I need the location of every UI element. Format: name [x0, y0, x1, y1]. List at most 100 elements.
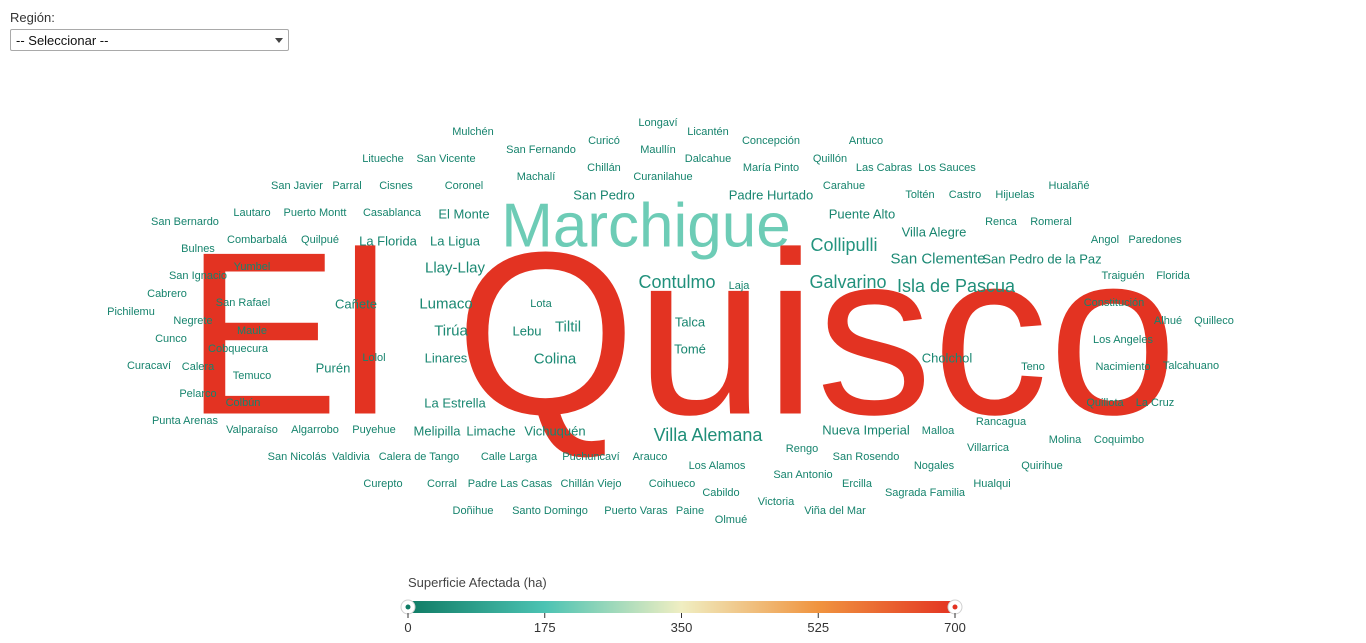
word-mulchén[interactable]: Mulchén	[452, 126, 494, 138]
word-lumaco[interactable]: Lumaco	[419, 296, 472, 313]
word-cunco[interactable]: Cunco	[155, 333, 187, 345]
word-paine[interactable]: Paine	[676, 505, 704, 517]
word-el-monte[interactable]: El Monte	[438, 207, 489, 222]
word-nacimiento[interactable]: Nacimiento	[1095, 361, 1150, 373]
word-quirihue[interactable]: Quirihue	[1021, 460, 1063, 472]
word-cisnes[interactable]: Cisnes	[379, 180, 413, 192]
word-san-bernardo[interactable]: San Bernardo	[151, 216, 219, 228]
word-molina[interactable]: Molina	[1049, 434, 1082, 446]
word-lautaro[interactable]: Lautaro	[233, 207, 270, 219]
word-hualqui[interactable]: Hualqui	[973, 478, 1010, 490]
word-puchuncaví[interactable]: Puchuncaví	[562, 451, 619, 463]
word-la-ligua[interactable]: La Ligua	[430, 234, 481, 249]
word-doñihue[interactable]: Doñihue	[453, 505, 494, 517]
word-los-sauces[interactable]: Los Sauces	[918, 162, 976, 174]
word-lebu[interactable]: Lebu	[513, 324, 542, 339]
word-laja[interactable]: Laja	[729, 280, 751, 292]
word-padre-hurtado[interactable]: Padre Hurtado	[729, 188, 814, 203]
word-negrete[interactable]: Negrete	[173, 315, 212, 327]
word-lota[interactable]: Lota	[530, 298, 552, 310]
word-san-nicolás[interactable]: San Nicolás	[268, 451, 327, 463]
word-quillota[interactable]: Quillota	[1086, 397, 1124, 409]
word-santo-domingo[interactable]: Santo Domingo	[512, 505, 588, 517]
word-pichilemu[interactable]: Pichilemu	[107, 306, 155, 318]
word-concepción[interactable]: Concepción	[742, 135, 800, 147]
word-cholchol[interactable]: Cholchol	[922, 351, 973, 366]
word-rengo[interactable]: Rengo	[786, 443, 818, 455]
word-curepto[interactable]: Curepto	[363, 478, 402, 490]
word-cabildo[interactable]: Cabildo	[702, 487, 739, 499]
word-linares[interactable]: Linares	[425, 351, 468, 366]
word-llay-llay[interactable]: Llay-Llay	[425, 260, 486, 277]
word-calle-larga[interactable]: Calle Larga	[481, 451, 538, 463]
word-san-ignacio[interactable]: San Ignacio	[169, 270, 227, 282]
word-puente-alto[interactable]: Puente Alto	[829, 207, 896, 222]
word-chillán[interactable]: Chillán	[587, 162, 621, 174]
legend-max-handle[interactable]	[947, 599, 963, 615]
word-la-florida[interactable]: La Florida	[359, 234, 418, 249]
word-tomé[interactable]: Tomé	[674, 342, 706, 357]
word-puerto-varas[interactable]: Puerto Varas	[604, 505, 668, 517]
word-coihueco[interactable]: Coihueco	[649, 478, 695, 490]
word-la-cruz[interactable]: La Cruz	[1136, 397, 1175, 409]
word-valdivia[interactable]: Valdivia	[332, 451, 371, 463]
word-nogales[interactable]: Nogales	[914, 460, 955, 472]
word-sagrada-familia[interactable]: Sagrada Familia	[885, 487, 966, 499]
word-casablanca[interactable]: Casablanca	[363, 207, 422, 219]
word-malloa[interactable]: Malloa	[922, 425, 955, 437]
word-parral[interactable]: Parral	[332, 180, 361, 192]
word-longaví[interactable]: Longaví	[638, 117, 677, 129]
word-san-clemente[interactable]: San Clemente	[890, 251, 985, 268]
word-san-rosendo[interactable]: San Rosendo	[833, 451, 900, 463]
word-galvarino[interactable]: Galvarino	[809, 272, 886, 292]
word-colina[interactable]: Colina	[534, 351, 577, 368]
word-curacaví[interactable]: Curacaví	[127, 360, 171, 372]
chevron-down-icon[interactable]	[275, 37, 283, 43]
word-calera-de-tango[interactable]: Calera de Tango	[379, 451, 460, 463]
word-san-antonio[interactable]: San Antonio	[773, 469, 832, 481]
word-los-angeles[interactable]: Los Angeles	[1093, 334, 1153, 346]
word-dalcahue[interactable]: Dalcahue	[685, 153, 731, 165]
word-san-javier[interactable]: San Javier	[271, 180, 323, 192]
word-puyehue[interactable]: Puyehue	[352, 424, 395, 436]
word-quilpué[interactable]: Quilpué	[301, 234, 339, 246]
word-antuco[interactable]: Antuco	[849, 135, 883, 147]
word-la-estrella[interactable]: La Estrella	[424, 396, 486, 411]
word-hualañé[interactable]: Hualañé	[1049, 180, 1090, 192]
region-select[interactable]: -- Seleccionar --	[10, 29, 289, 51]
word-purén[interactable]: Purén	[316, 361, 351, 376]
word-san-vicente[interactable]: San Vicente	[416, 153, 475, 165]
word-algarrobo[interactable]: Algarrobo	[291, 424, 339, 436]
word-puerto-montt[interactable]: Puerto Montt	[284, 207, 347, 219]
word-rancagua[interactable]: Rancagua	[976, 416, 1027, 428]
word-licantén[interactable]: Licantén	[687, 126, 729, 138]
word-calera[interactable]: Calera	[182, 361, 215, 373]
word-renca[interactable]: Renca	[985, 216, 1018, 228]
word-nueva-imperial[interactable]: Nueva Imperial	[822, 423, 910, 438]
word-colbún[interactable]: Colbún	[226, 397, 261, 409]
word-temuco[interactable]: Temuco	[233, 370, 272, 382]
word-maullín[interactable]: Maullín	[640, 144, 675, 156]
word-constitución[interactable]: Constitución	[1084, 297, 1145, 309]
word-tiltil[interactable]: Tiltil	[555, 319, 581, 336]
word-cabrero[interactable]: Cabrero	[147, 288, 187, 300]
word-olmué[interactable]: Olmué	[715, 514, 747, 526]
word-las-cabras[interactable]: Las Cabras	[856, 162, 913, 174]
word-el-quisco[interactable]: El Quisco	[185, 205, 1178, 464]
word-coronel[interactable]: Coronel	[445, 180, 484, 192]
word-angol[interactable]: Angol	[1091, 234, 1119, 246]
word-carahue[interactable]: Carahue	[823, 180, 865, 192]
word-contulmo[interactable]: Contulmo	[638, 272, 715, 292]
word-quillón[interactable]: Quillón	[813, 153, 847, 165]
word-isla-de-pascua[interactable]: Isla de Pascua	[897, 276, 1016, 296]
word-tirúa[interactable]: Tirúa	[434, 323, 468, 340]
word-maule[interactable]: Maule	[237, 325, 267, 337]
legend-min-handle[interactable]	[400, 599, 416, 615]
word-maría-pinto[interactable]: María Pinto	[743, 162, 799, 174]
word-padre-las-casas[interactable]: Padre Las Casas	[468, 478, 553, 490]
word-villarrica[interactable]: Villarrica	[967, 442, 1010, 454]
word-arauco[interactable]: Arauco	[633, 451, 668, 463]
word-traiguén[interactable]: Traiguén	[1101, 270, 1144, 282]
word-talcahuano[interactable]: Talcahuano	[1163, 360, 1219, 372]
word-paredones[interactable]: Paredones	[1128, 234, 1182, 246]
